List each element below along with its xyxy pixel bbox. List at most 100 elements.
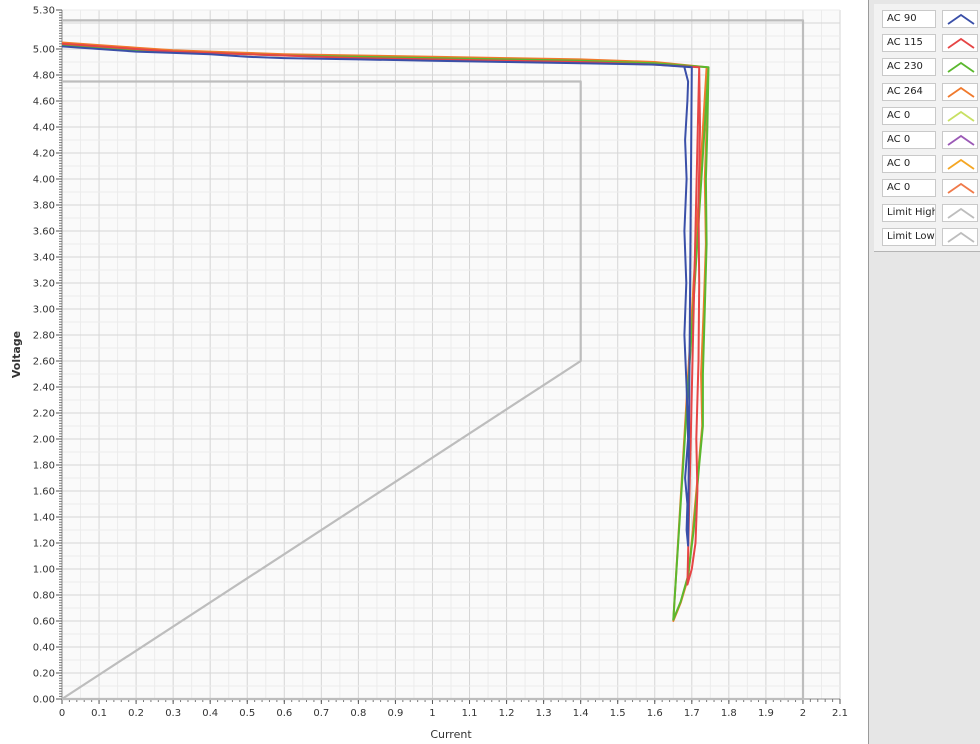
x-tick-label: 1.7: [684, 708, 700, 719]
x-tick-label: 0.8: [350, 708, 366, 719]
y-tick-label: 0.60: [33, 617, 55, 628]
legend-line-icon: [947, 62, 975, 74]
legend-swatch[interactable]: [942, 10, 978, 28]
legend-item[interactable]: Limit Low: [874, 227, 980, 251]
x-tick-label: 0.5: [239, 708, 255, 719]
y-tick-label: 5.00: [33, 45, 55, 56]
y-tick-label: 4.00: [33, 175, 55, 186]
legend-label: Limit Low: [882, 227, 936, 246]
legend-label: AC 115: [882, 34, 936, 53]
y-tick-label: 2.00: [33, 435, 55, 446]
x-tick-label: 0: [59, 708, 65, 719]
y-tick-label: 4.20: [33, 149, 55, 160]
legend-item[interactable]: AC 115: [874, 33, 980, 57]
legend-line-icon: [947, 159, 975, 170]
grid: [61, 9, 841, 700]
y-tick-label: 0.80: [33, 591, 55, 602]
y-tick-label: 0.00: [33, 695, 55, 706]
legend-swatch[interactable]: [942, 106, 978, 125]
legend-label: AC 0: [882, 130, 936, 149]
x-tick-label: 0.3: [165, 708, 181, 719]
y-tick-label: 3.20: [33, 279, 55, 290]
y-tick-label: 1.60: [33, 487, 55, 498]
legend-swatch[interactable]: [942, 155, 978, 174]
legend-swatch[interactable]: [942, 179, 978, 198]
chart-plot: 0 0.1 0.2 0.3 0.4 0.5 0.6 0.7 0.8 0.9 1 1.1 1.2 1.3 1.…: [10, 6, 848, 742]
legend-item[interactable]: AC 230: [874, 57, 980, 81]
legend-item[interactable]: AC 90: [874, 9, 980, 33]
legend-line-mark: [947, 183, 975, 195]
legend-line-icon: [947, 110, 975, 122]
legend-line-icon: [947, 86, 975, 98]
series-line-limit-low: [61, 80, 582, 700]
x-tick-label: 1: [429, 708, 435, 719]
y-tick-label: 5.30: [33, 6, 55, 17]
legend-line-mark: [947, 134, 975, 146]
legend-item[interactable]: AC 0: [874, 106, 980, 130]
y-tick-label: 1.00: [33, 565, 55, 576]
y-tick-label: 3.60: [33, 227, 55, 238]
legend-label: AC 264: [882, 82, 936, 101]
legend-swatch[interactable]: [942, 227, 978, 246]
legend-item[interactable]: Limit High: [874, 203, 980, 227]
y-tick-label: 0.40: [33, 643, 55, 654]
legend: AC 90 AC 115 AC 230 AC 264 AC 0 AC 0 AC 0 AC 0 L…: [874, 4, 980, 252]
y-tick-label: 2.40: [33, 383, 55, 394]
legend-label: AC 0: [882, 155, 936, 174]
legend-line-mark: [947, 110, 975, 122]
legend-item[interactable]: AC 264: [874, 82, 980, 106]
legend-label: AC 0: [882, 179, 936, 198]
y-tick-label: 4.60: [33, 97, 55, 108]
legend-line-mark: [947, 38, 975, 49]
y-tick-label: 2.20: [33, 409, 55, 420]
legend-line-mark: [947, 13, 975, 25]
x-tick-label: 0.7: [313, 708, 329, 719]
series-line-ac-90: [61, 45, 693, 547]
legend-line-icon: [947, 13, 975, 25]
legend-panel: AC 90 AC 115 AC 230 AC 264 AC 0 AC 0 AC 0 AC 0 L…: [868, 0, 980, 744]
legend-swatch[interactable]: [942, 34, 978, 53]
x-tick-label: 0.2: [128, 708, 144, 719]
legend-line-icon: [947, 134, 975, 146]
y-axis-title: Voltage: [10, 331, 23, 378]
legend-swatch[interactable]: [942, 203, 978, 222]
legend-line-mark: [947, 159, 975, 170]
y-tick-label: 1.80: [33, 461, 55, 472]
y-tick-label: 3.80: [33, 201, 55, 212]
x-tick-label: 1.4: [573, 708, 589, 719]
x-tick-label: 1.1: [462, 708, 478, 719]
y-tick-label: 2.80: [33, 331, 55, 342]
legend-swatch[interactable]: [942, 58, 978, 77]
x-tick-label: 1.5: [610, 708, 626, 719]
y-tick-label: 2.60: [33, 357, 55, 368]
legend-line-mark: [947, 86, 975, 98]
x-tick-label: 2: [800, 708, 806, 719]
y-tick-label: 1.40: [33, 513, 55, 524]
legend-item[interactable]: AC 0: [874, 178, 980, 202]
x-tick-label: 1.9: [758, 708, 774, 719]
series-line-limit-high: [62, 19, 805, 701]
legend-line-mark: [947, 62, 975, 74]
x-tick-label: 1.6: [647, 708, 663, 719]
legend-line-mark: [947, 231, 975, 243]
y-tick-label: 4.80: [33, 71, 55, 82]
x-tick-label: 0.6: [276, 708, 292, 719]
y-tick-label: 3.00: [33, 305, 55, 316]
x-axis-title: Current: [430, 728, 472, 741]
legend-swatch[interactable]: [942, 82, 978, 101]
legend-label: AC 90: [882, 10, 936, 28]
legend-line-icon: [947, 207, 975, 219]
legend-line-mark: [947, 207, 975, 219]
x-tick-label: 0.9: [387, 708, 403, 719]
legend-line-icon: [947, 183, 975, 195]
x-tick-label: 0.4: [202, 708, 218, 719]
x-tick-label: 2.1: [832, 708, 848, 719]
legend-swatch[interactable]: [942, 130, 978, 149]
y-tick-label: 4.40: [33, 123, 55, 134]
x-tick-label: 1.3: [536, 708, 552, 719]
legend-item[interactable]: AC 0: [874, 154, 980, 178]
legend-label: Limit High: [882, 203, 936, 222]
legend-label: AC 0: [882, 106, 936, 125]
x-tick-label: 0.1: [91, 708, 107, 719]
legend-item[interactable]: AC 0: [874, 130, 980, 154]
